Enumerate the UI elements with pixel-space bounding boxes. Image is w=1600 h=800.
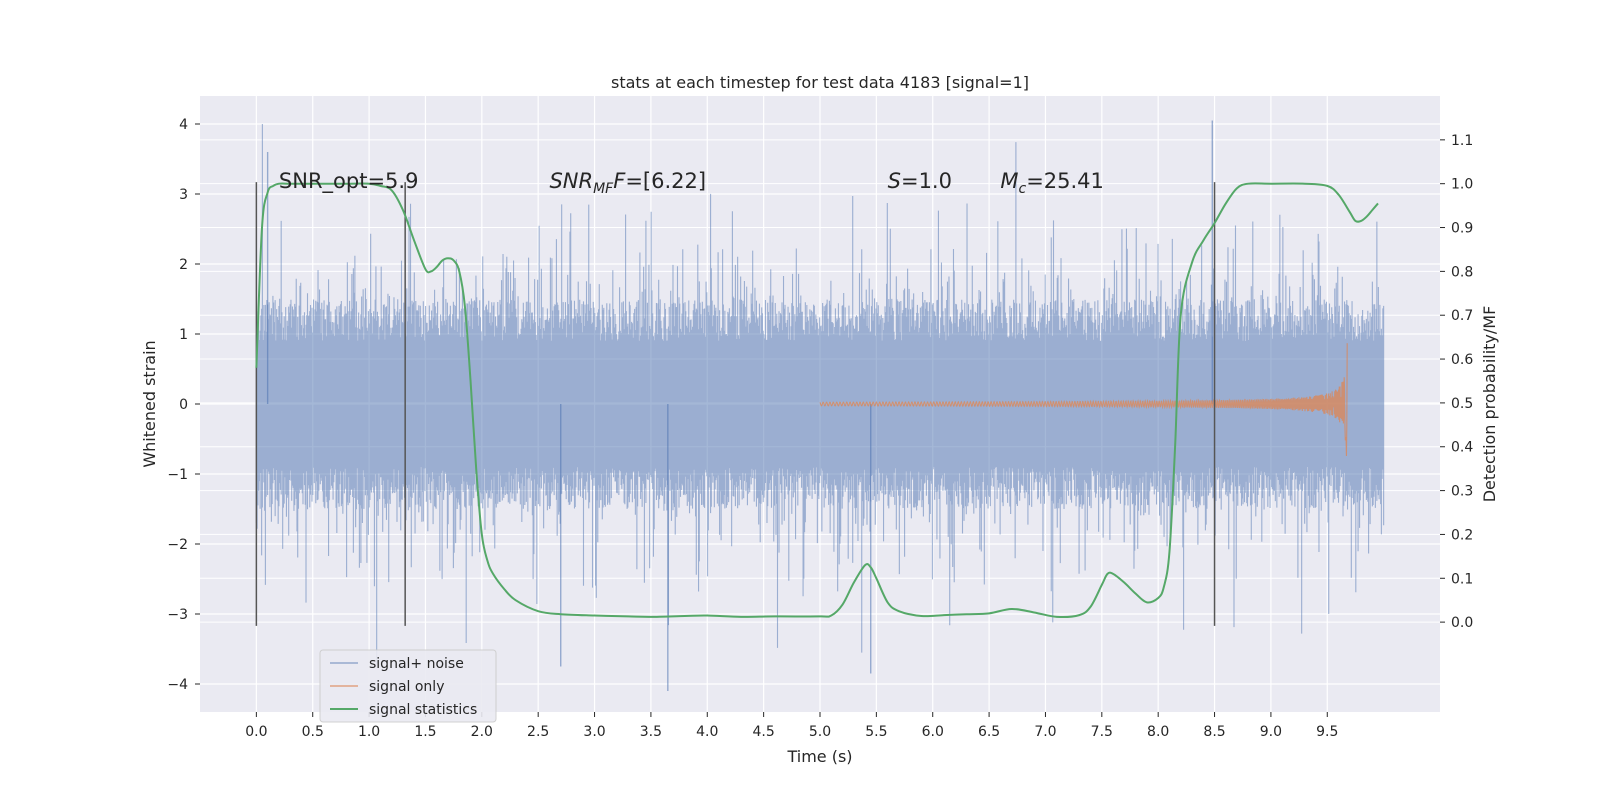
- x-tick-label: 9.5: [1316, 724, 1338, 740]
- x-axis-label: Time (s): [786, 747, 852, 766]
- x-tick-label: 8.0: [1147, 724, 1169, 740]
- x-tick-label: 1.0: [358, 724, 380, 740]
- y2-tick-label: 0.1: [1451, 571, 1473, 587]
- x-tick-label: 3.5: [640, 724, 662, 740]
- y2-tick-label: 0.5: [1451, 396, 1473, 412]
- y2-tick-label: 0.2: [1451, 527, 1473, 543]
- x-tick-label: 4.5: [753, 724, 775, 740]
- x-tick-label: 8.5: [1203, 724, 1225, 740]
- y2-tick-label: 1.0: [1451, 177, 1473, 193]
- y-tick-label: 3: [179, 187, 188, 203]
- x-tick-label: 5.5: [865, 724, 887, 740]
- y-tick-label: −3: [167, 607, 188, 623]
- y-tick-label: 1: [179, 327, 188, 343]
- x-tick-label: 7.5: [1091, 724, 1113, 740]
- y2-tick-label: 0.8: [1451, 264, 1473, 280]
- x-tick-label: 0.5: [302, 724, 324, 740]
- x-tick-label: 3.0: [583, 724, 605, 740]
- legend-box: [319, 649, 497, 723]
- x-tick-label: 2.5: [527, 724, 549, 740]
- annotation-mc: Mc=25.41: [1000, 169, 1104, 197]
- y2-axis-label: Detection probability/MF: [1480, 306, 1499, 503]
- y-tick-label: −1: [167, 467, 188, 483]
- annotations: SNR_opt=5.9 SNRMFF=[6.22] S=1.0 Mc=25.41: [279, 169, 1104, 197]
- y-tick-label: 2: [179, 257, 188, 273]
- y-axis-label: Whitened strain: [140, 340, 159, 467]
- y-tick-label: −4: [167, 677, 188, 693]
- y-tick-label: 4: [179, 117, 188, 133]
- x-tick-label: 9.0: [1260, 724, 1282, 740]
- y-tick-label: −2: [167, 537, 188, 553]
- y2-tick-label: 0.7: [1451, 308, 1473, 324]
- y2-axis-ticks: 1.1 1.0 0.9 0.8 0.7 0.6 0.5 0.4 0.3 0.2 0.1 0.0: [1440, 133, 1473, 631]
- x-tick-label: 4.0: [696, 724, 718, 740]
- chart-title: stats at each timestep for test data 418…: [611, 73, 1029, 92]
- y2-tick-label: 0.6: [1451, 352, 1473, 368]
- legend-label-stat: signal statistics: [369, 702, 477, 718]
- y2-tick-label: 1.1: [1451, 133, 1473, 149]
- y2-tick-label: 0.9: [1451, 221, 1473, 237]
- annotation-snr-opt: SNR_opt=5.9: [279, 169, 419, 194]
- y-axis-ticks: 4 3 2 1 0 −1 −2 −3 −4: [167, 117, 200, 693]
- y2-tick-label: 0.0: [1451, 615, 1473, 631]
- x-tick-label: 6.0: [922, 724, 944, 740]
- annotation-snr-mf: SNRMFF=[6.22]: [549, 169, 706, 197]
- x-tick-label: 6.5: [978, 724, 1000, 740]
- series-signal-statistics: [255, 182, 1379, 619]
- x-tick-label: 7.0: [1034, 724, 1056, 740]
- y2-tick-label: 0.4: [1451, 440, 1473, 456]
- y-tick-label: 0: [179, 397, 188, 413]
- statistics-curve: [255, 182, 1379, 619]
- annotation-s: S=1.0: [888, 169, 952, 193]
- y2-tick-label: 0.3: [1451, 484, 1473, 500]
- x-axis-ticks: 0.0 0.5 1.0 1.5 2.0 2.5 3.0 3.5 4.0 4.5 5.0 5.5 6.0 6…: [245, 712, 1338, 740]
- x-tick-label: 1.5: [414, 724, 436, 740]
- series-signal-only: [819, 343, 1348, 457]
- x-tick-label: 2.0: [471, 724, 493, 740]
- x-tick-label: 0.0: [245, 724, 267, 740]
- signal-trace: [819, 343, 1348, 457]
- vertical-markers: [255, 182, 1216, 626]
- x-tick-label: 5.0: [809, 724, 831, 740]
- legend-label-noise: signal+ noise: [369, 656, 464, 672]
- legend-label-signal: signal only: [369, 679, 444, 695]
- legend: signal+ noise signal only signal statist…: [319, 649, 497, 723]
